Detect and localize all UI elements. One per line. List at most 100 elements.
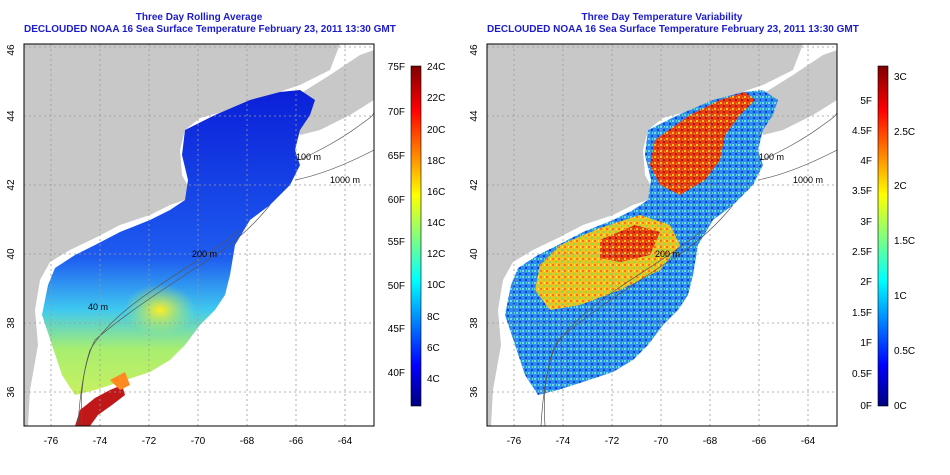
right-x-tick: -72 (605, 436, 620, 447)
left-warm-core (124, 284, 196, 336)
right-map-title: Three Day Temperature Variability DECLOU… (487, 12, 859, 36)
left-x-tick: -70 (191, 436, 206, 447)
left-y-tick: 44 (6, 110, 17, 122)
colorbar-c-label: 2C (894, 181, 907, 192)
left-colorbar (410, 65, 422, 407)
colorbar-c-label: 12C (427, 249, 445, 260)
right-x-axis: -76 -74 -72 -70 -68 -66 -64 (507, 436, 816, 447)
right-colorbar (877, 65, 889, 407)
right-x-tick: -66 (752, 436, 767, 447)
right-contour-label-1000: 1000 m (793, 175, 823, 185)
colorbar-f-label: 50F (388, 281, 405, 292)
right-high-variability-north (650, 92, 755, 195)
right-x-tick: -64 (801, 436, 816, 447)
left-title-line2: DECLOUDED NOAA 16 Sea Surface Temperatur… (24, 24, 396, 35)
colorbar-f-label: 4.5F (852, 126, 872, 137)
left-y-tick: 38 (6, 317, 17, 329)
right-y-tick: 38 (469, 317, 480, 329)
right-x-tick: -76 (507, 436, 522, 447)
right-bathymetry-contours (540, 111, 837, 426)
colorbar-c-label: 3C (894, 72, 907, 83)
left-map (24, 44, 374, 426)
colorbar-f-label: 65F (388, 151, 405, 162)
left-y-tick: 42 (6, 179, 17, 191)
right-colorbar-f-labels: 5F 4.5F 4F 3.5F 3F 2.5F 2F 1.5F 1F 0.5F … (852, 96, 872, 412)
colorbar-c-label: 0.5C (894, 346, 915, 357)
left-sst-field (42, 90, 315, 395)
right-x-tick: -68 (703, 436, 718, 447)
right-title-line2: DECLOUDED NOAA 16 Sea Surface Temperatur… (487, 24, 859, 35)
right-map (487, 44, 837, 426)
left-contour-label-40: 40 m (88, 302, 108, 312)
left-x-tick: -72 (142, 436, 157, 447)
colorbar-c-label: 22C (427, 93, 445, 104)
right-contour-label-100: 100 m (759, 152, 784, 162)
colorbar-c-label: 0C (894, 401, 907, 412)
right-x-tick: -70 (654, 436, 669, 447)
left-nova-scotia (290, 50, 374, 135)
colorbar-c-label: 16C (427, 187, 445, 198)
colorbar-f-label: 45F (388, 324, 405, 335)
left-bathymetry-contours (77, 111, 374, 426)
colorbar-f-label: 55F (388, 237, 405, 248)
right-y-tick: 44 (469, 110, 480, 122)
left-contour-label-200: 200 m (192, 249, 217, 259)
left-colorbar-c-labels: 24C 22C 20C 18C 16C 14C 12C 10C 8C 6C 4C (427, 62, 445, 385)
colorbar-c-label: 8C (427, 312, 440, 323)
left-grid (24, 44, 374, 426)
left-title-line1: Three Day Rolling Average (135, 12, 263, 23)
colorbar-f-label: 0.5F (852, 369, 872, 380)
left-y-tick: 40 (6, 248, 17, 260)
left-x-tick: -66 (289, 436, 304, 447)
colorbar-f-label: 60F (388, 195, 405, 206)
right-title-line1: Three Day Temperature Variability (581, 12, 743, 23)
right-land-mass (487, 44, 803, 426)
left-map-frame (23, 43, 375, 427)
colorbar-c-label: 10C (427, 280, 445, 291)
colorbar-f-label: 5F (860, 96, 872, 107)
colorbar-f-label: 70F (388, 107, 405, 118)
left-y-tick: 36 (6, 386, 17, 398)
right-y-tick: 42 (469, 179, 480, 191)
colorbar-f-label: 0F (860, 401, 872, 412)
left-contour-label-1000: 1000 m (330, 175, 360, 185)
right-peak-variability (600, 225, 660, 262)
right-y-tick: 36 (469, 386, 480, 398)
right-contour-label-200: 200 m (655, 249, 680, 259)
colorbar-c-label: 6C (427, 343, 440, 354)
left-x-axis: -76 -74 -72 -70 -68 -66 -64 (44, 436, 353, 447)
colorbar-f-label: 3.5F (852, 186, 872, 197)
left-x-tick: -64 (338, 436, 353, 447)
left-y-axis: 36 38 40 42 44 46 (6, 44, 17, 398)
colorbar-f-label: 1F (860, 338, 872, 349)
colorbar-c-label: 14C (427, 218, 445, 229)
colorbar-c-label: 4C (427, 374, 440, 385)
colorbar-c-label: 18C (427, 156, 445, 167)
right-y-tick: 46 (469, 44, 480, 56)
colorbar-c-label: 20C (427, 125, 445, 136)
colorbar-f-label: 40F (388, 368, 405, 379)
left-x-tick: -74 (93, 436, 108, 447)
right-y-axis: 36 38 40 42 44 46 (469, 44, 480, 398)
right-map-frame (486, 43, 838, 427)
colorbar-f-label: 75F (388, 62, 405, 73)
left-map-title: Three Day Rolling Average DECLOUDED NOAA… (24, 12, 396, 36)
right-nova-scotia (753, 50, 837, 135)
colorbar-f-label: 2.5F (852, 247, 872, 258)
left-gulf-stream-edge (110, 372, 130, 390)
right-grid (487, 44, 837, 426)
colorbar-f-label: 1.5F (852, 308, 872, 319)
left-contour-label-100: 100 m (296, 152, 321, 162)
colorbar-f-label: 3F (860, 217, 872, 228)
colorbar-c-label: 1C (894, 291, 907, 302)
right-colorbar-c-labels: 3C 2.5C 2C 1.5C 1C 0.5C 0C (894, 72, 915, 412)
left-x-tick: -68 (240, 436, 255, 447)
colorbar-f-label: 2F (860, 277, 872, 288)
left-land-mass (24, 44, 340, 426)
colorbar-f-label: 4F (860, 156, 872, 167)
colorbar-c-label: 1.5C (894, 236, 915, 247)
left-x-tick: -76 (44, 436, 59, 447)
right-y-tick: 40 (469, 248, 480, 260)
left-y-tick: 46 (6, 44, 17, 56)
